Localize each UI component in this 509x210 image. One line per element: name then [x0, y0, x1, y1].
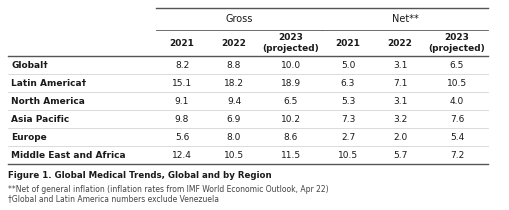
- Text: 8.8: 8.8: [227, 60, 241, 70]
- Text: 5.3: 5.3: [340, 97, 354, 105]
- Text: Gross: Gross: [225, 14, 252, 24]
- Text: 2021: 2021: [169, 38, 194, 47]
- Text: 2022: 2022: [221, 38, 246, 47]
- Text: Asia Pacific: Asia Pacific: [11, 114, 69, 123]
- Text: Figure 1. Global Medical Trends, Global and by Region: Figure 1. Global Medical Trends, Global …: [8, 172, 271, 181]
- Text: 8.6: 8.6: [283, 133, 298, 142]
- Text: 2023
(projected): 2023 (projected): [262, 33, 319, 53]
- Text: 18.2: 18.2: [223, 79, 243, 88]
- Text: 2023
(projected): 2023 (projected): [428, 33, 485, 53]
- Text: 12.4: 12.4: [172, 151, 191, 160]
- Text: 3.1: 3.1: [392, 60, 406, 70]
- Text: 6.5: 6.5: [283, 97, 298, 105]
- Text: 10.0: 10.0: [280, 60, 300, 70]
- Text: 2021: 2021: [335, 38, 360, 47]
- Text: 10.5: 10.5: [337, 151, 357, 160]
- Text: 2.7: 2.7: [340, 133, 354, 142]
- Text: 3.1: 3.1: [392, 97, 406, 105]
- Text: **Net of general inflation (inflation rates from IMF World Economic Outlook, Apr: **Net of general inflation (inflation ra…: [8, 185, 328, 193]
- Text: 7.1: 7.1: [392, 79, 406, 88]
- Text: 5.6: 5.6: [175, 133, 189, 142]
- Text: Latin America†: Latin America†: [11, 79, 86, 88]
- Text: 10.5: 10.5: [446, 79, 466, 88]
- Text: 6.9: 6.9: [227, 114, 241, 123]
- Text: North America: North America: [11, 97, 84, 105]
- Text: Europe: Europe: [11, 133, 47, 142]
- Text: 4.0: 4.0: [449, 97, 463, 105]
- Text: 7.2: 7.2: [449, 151, 463, 160]
- Text: 6.5: 6.5: [449, 60, 463, 70]
- Text: 10.2: 10.2: [280, 114, 300, 123]
- Text: 10.5: 10.5: [223, 151, 244, 160]
- Text: 5.4: 5.4: [449, 133, 463, 142]
- Text: Global†: Global†: [11, 60, 48, 70]
- Text: 5.7: 5.7: [392, 151, 406, 160]
- Text: 8.0: 8.0: [227, 133, 241, 142]
- Text: 9.4: 9.4: [227, 97, 241, 105]
- Text: 2022: 2022: [387, 38, 412, 47]
- Text: 15.1: 15.1: [172, 79, 192, 88]
- Text: 9.1: 9.1: [175, 97, 189, 105]
- Text: 18.9: 18.9: [280, 79, 300, 88]
- Text: †Global and Latin America numbers exclude Venezuela: †Global and Latin America numbers exclud…: [8, 194, 218, 203]
- Text: Net**: Net**: [391, 14, 417, 24]
- Text: 7.6: 7.6: [449, 114, 463, 123]
- Text: 7.3: 7.3: [340, 114, 354, 123]
- Text: 8.2: 8.2: [175, 60, 189, 70]
- Text: 11.5: 11.5: [280, 151, 300, 160]
- Text: 5.0: 5.0: [340, 60, 354, 70]
- Text: 2.0: 2.0: [392, 133, 406, 142]
- Text: 9.8: 9.8: [175, 114, 189, 123]
- Text: 3.2: 3.2: [392, 114, 406, 123]
- Text: Middle East and Africa: Middle East and Africa: [11, 151, 125, 160]
- Text: 6.3: 6.3: [340, 79, 354, 88]
